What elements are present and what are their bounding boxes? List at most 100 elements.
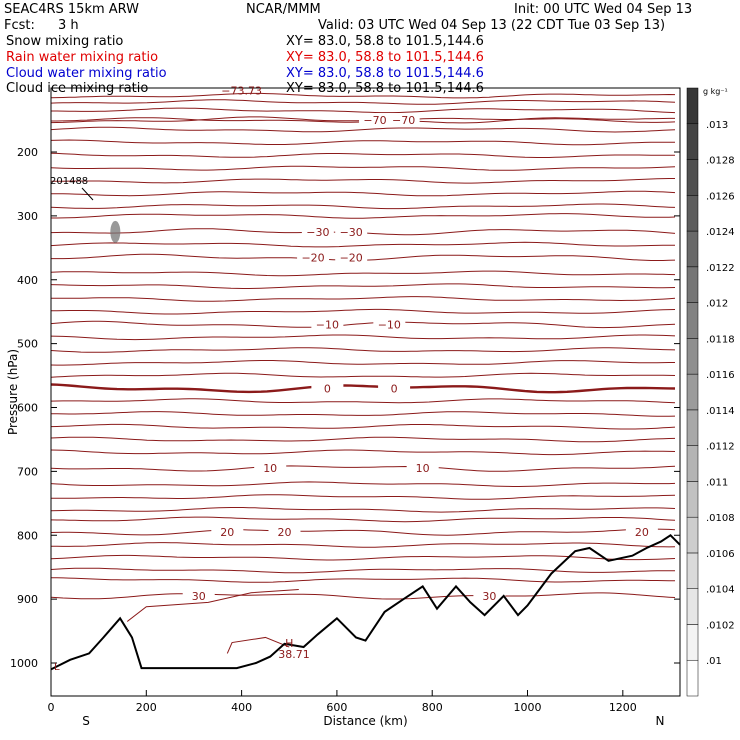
field-cloud-water-xy: XY= 83.0, 58.8 to 101.5,144.6 xyxy=(286,66,484,81)
max-marker: H xyxy=(285,637,293,650)
forecast-hour: 3 h xyxy=(58,18,79,33)
x-end-label-north: N xyxy=(656,714,665,728)
isotherm-line xyxy=(50,99,676,105)
isotherm-line xyxy=(50,542,676,548)
isotherm-line xyxy=(50,270,676,277)
init-time: Init: 00 UTC Wed 04 Sep 13 xyxy=(514,2,693,17)
isotherm-line xyxy=(50,436,676,443)
isotherm-line xyxy=(50,516,676,523)
colorbar-swatch xyxy=(686,159,699,196)
y-tick-label: 300 xyxy=(17,210,38,223)
y-tick-label: 200 xyxy=(17,146,38,159)
contour-label-bg xyxy=(297,250,330,264)
colorbar-swatch xyxy=(686,123,699,160)
colorbar-tick-label: .0124 xyxy=(706,227,735,238)
colorbar-swatch xyxy=(686,266,699,303)
contour-label: −10 xyxy=(378,318,401,331)
x-tick-label: 200 xyxy=(136,701,157,714)
isotherm-line xyxy=(50,554,676,561)
y-tick-label: 800 xyxy=(17,529,38,542)
colorbar-swatch xyxy=(686,87,699,125)
isotherm-line xyxy=(226,636,290,654)
colorbar-tick-label: .0118 xyxy=(706,334,735,345)
field-snow-name: Snow mixing ratio xyxy=(6,34,124,49)
isotherm-line xyxy=(50,165,676,171)
isotherm-line xyxy=(50,203,676,210)
contour-label: 20 xyxy=(277,526,291,539)
valid-time: Valid: 03 UTC Wed 04 Sep 13 (22 CDT Tue … xyxy=(318,18,666,33)
contour-label-bg xyxy=(211,525,244,539)
isotherm-line xyxy=(51,107,676,114)
x-axis-label: Distance (km) xyxy=(323,714,407,728)
contour-label: 30 xyxy=(482,590,496,603)
x-tick-label: 1200 xyxy=(609,701,637,714)
colorbar-tick-label: .0122 xyxy=(706,263,735,274)
isotherm-line xyxy=(50,567,675,574)
contour-label-bg xyxy=(359,113,392,127)
low-marker: L xyxy=(54,662,60,673)
contour-label-bg xyxy=(378,381,411,395)
station-label: 201488 xyxy=(50,176,88,187)
colorbar-swatch xyxy=(686,230,699,268)
contour-label: 20 xyxy=(635,526,649,539)
isotherm-line xyxy=(51,296,676,302)
field-cloud-water-name: Cloud water mixing ratio xyxy=(6,66,167,81)
colorbar-swatch xyxy=(686,552,699,589)
min-value-label: −73.73 xyxy=(221,85,262,98)
isotherm-line xyxy=(50,126,676,133)
isotherm-line xyxy=(50,360,675,366)
field-snow-xy: XY= 83.0, 58.8 to 101.5,144.6 xyxy=(286,34,484,49)
isotherm-line xyxy=(51,190,676,197)
x-tick-label: 0 xyxy=(48,701,55,714)
field-rain-xy: XY= 83.0, 58.8 to 101.5,144.6 xyxy=(286,50,484,65)
colorbar-tick-label: .012 xyxy=(706,299,728,310)
colorbar-tick-label: .0114 xyxy=(706,406,735,417)
y-tick-label: 600 xyxy=(17,402,38,415)
x-tick-label: 1000 xyxy=(514,701,542,714)
contour-label: 20 xyxy=(220,526,234,539)
contour-label-bg xyxy=(311,381,344,395)
colorbar-unit-label: g kg⁻¹ xyxy=(703,87,728,96)
colorbar-tick-label: .01 xyxy=(706,656,722,667)
isotherm-line xyxy=(50,283,676,289)
isotherm-line xyxy=(50,152,676,158)
colorbar-swatch xyxy=(686,195,699,232)
contour-label-bg xyxy=(335,224,368,238)
y-axis-label: Pressure (hPa) xyxy=(6,349,20,435)
contour-label-bg xyxy=(335,250,368,264)
contour-label: −20 xyxy=(340,251,363,264)
colorbar-tick-label: .0116 xyxy=(706,370,735,381)
colorbar-tick-label: .0106 xyxy=(706,549,735,560)
isotherm-line xyxy=(50,347,676,353)
colorbar-swatch xyxy=(686,624,699,661)
contour-label: 10 xyxy=(416,462,430,475)
contour-label: −20 xyxy=(301,251,324,264)
colorbar-swatch xyxy=(686,481,699,518)
y-tick-label: 900 xyxy=(17,593,38,606)
isotherm-line xyxy=(50,241,675,248)
contour-label: 0 xyxy=(324,382,331,395)
y-tick-label: 500 xyxy=(17,338,38,351)
isotherm-line-labeled xyxy=(50,528,676,536)
contour-label-bg xyxy=(406,461,439,475)
x-end-label-south: S xyxy=(82,714,90,728)
contour-label-bg xyxy=(311,317,344,331)
colorbar-tick-label: .0126 xyxy=(706,191,735,202)
isotherm-line xyxy=(50,308,676,315)
x-tick-label: 600 xyxy=(326,701,347,714)
isotherm-line xyxy=(50,334,676,341)
org-name: NCAR/MMM xyxy=(246,2,321,17)
colorbar-swatch xyxy=(686,445,699,482)
max-value-label: 38.71 xyxy=(278,648,310,661)
station-pointer xyxy=(81,187,94,201)
colorbar-tick-label: .0102 xyxy=(706,620,735,631)
y-tick-label: 1000 xyxy=(10,657,38,670)
isotherm-line-labeled xyxy=(50,383,676,394)
isotherm-line xyxy=(50,577,675,583)
x-tick-label: 800 xyxy=(422,701,443,714)
colorbar-swatch xyxy=(686,659,699,697)
isotherm-line xyxy=(50,139,676,146)
colorbar-swatch xyxy=(686,338,699,375)
contour-label: 10 xyxy=(263,462,277,475)
